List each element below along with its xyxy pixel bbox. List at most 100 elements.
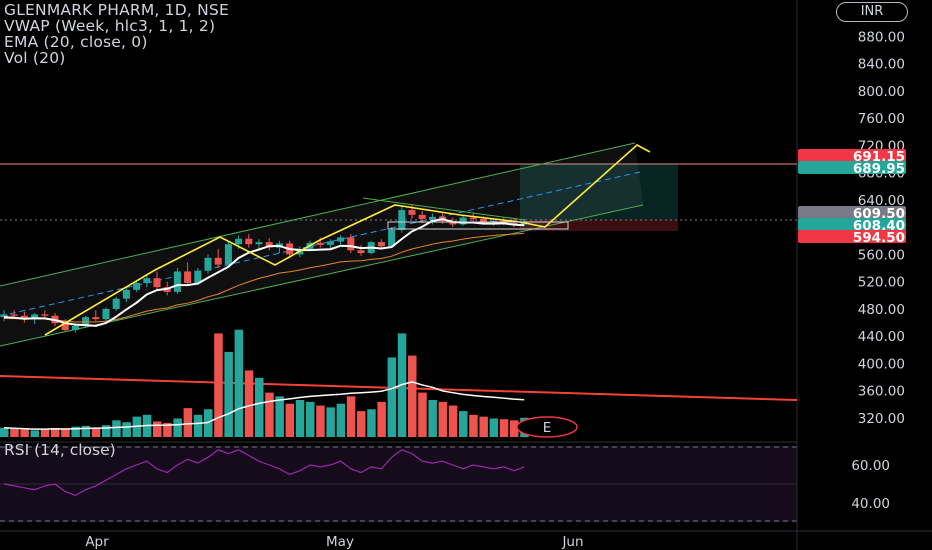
rsi-tick-label: 40.00 [851, 496, 890, 512]
price-tick-label: 800.00 [858, 84, 905, 100]
candle-body[interactable] [459, 217, 467, 225]
volume-bar [438, 401, 448, 437]
price-tick-label: 480.00 [858, 302, 905, 318]
volume-bar [163, 422, 172, 437]
candle-body[interactable] [357, 250, 365, 254]
triangle-upper[interactable] [362, 197, 526, 221]
candle-body[interactable] [347, 237, 355, 251]
candle-body[interactable] [326, 241, 334, 245]
volume-bar [40, 428, 50, 437]
symbol-title[interactable]: GLENMARK PHARM, 1D, NSE [4, 1, 229, 19]
candle-body[interactable] [418, 214, 426, 219]
candle-body[interactable] [112, 298, 120, 309]
candle-body[interactable] [184, 271, 192, 284]
volume-bar [377, 401, 386, 437]
volume-bar [51, 428, 60, 437]
volume-bar [255, 377, 264, 437]
volume-bar [510, 420, 519, 437]
pattern-drawing[interactable] [44, 144, 651, 336]
candle-body[interactable] [377, 242, 385, 247]
candle-body[interactable] [428, 216, 436, 219]
vwap-legend[interactable]: VWAP (Week, hlc3, 1, 1, 2) [4, 17, 216, 35]
candle-body[interactable] [245, 238, 253, 245]
volume-bar [367, 409, 376, 437]
price-tick-label: 840.00 [858, 57, 905, 73]
time-tick-label: Apr [85, 534, 109, 550]
candle-body[interactable] [122, 289, 130, 299]
earnings-letter: E [543, 420, 552, 436]
price-tick-label: 360.00 [858, 384, 905, 400]
earnings-marker[interactable] [516, 416, 578, 438]
candle-body[interactable] [265, 242, 273, 248]
candle-body[interactable] [133, 283, 141, 290]
long-position-stop[interactable] [520, 220, 678, 231]
volume-bar [489, 418, 499, 437]
price-tag-bg [798, 206, 906, 219]
volume-bar [326, 407, 335, 437]
price-tag-bg [798, 218, 906, 231]
candle-body[interactable] [214, 257, 222, 265]
ema-legend[interactable]: EMA (20, close, 0) [4, 33, 148, 51]
candle-body[interactable] [153, 278, 161, 288]
volume-bar [20, 429, 29, 437]
candle-body[interactable] [92, 317, 100, 320]
candle-body[interactable] [204, 257, 212, 271]
volume-bar [81, 425, 91, 437]
rsi-legend[interactable]: RSI (14, close) [4, 441, 116, 459]
consolidation-box[interactable] [387, 221, 569, 230]
candle-body[interactable] [41, 314, 49, 316]
candle-body[interactable] [316, 242, 324, 245]
volume-bar [153, 421, 162, 437]
long-position-target[interactable] [520, 164, 678, 220]
volume-bar [122, 422, 131, 437]
candle-body[interactable] [10, 314, 18, 316]
volume-bar [91, 427, 101, 437]
candle-body[interactable] [388, 229, 396, 247]
candle-body[interactable] [194, 270, 202, 284]
time-tick-label: May [326, 534, 354, 550]
candle-body[interactable] [173, 271, 181, 292]
volume-bar [469, 414, 478, 437]
channel-upper[interactable] [0, 142, 636, 287]
volume-bar [102, 425, 111, 437]
price-tick-label: 760.00 [858, 111, 905, 127]
volume-bar [428, 400, 437, 437]
candle-body[interactable] [143, 278, 151, 284]
candle-body[interactable] [255, 242, 263, 245]
candle-body[interactable] [20, 315, 28, 318]
candle-body[interactable] [235, 238, 243, 245]
candle-body[interactable] [408, 210, 416, 215]
volume-bar [0, 427, 9, 437]
vol-legend[interactable]: Vol (20) [4, 49, 66, 67]
volume-bar [316, 405, 325, 437]
candle-body[interactable] [0, 314, 8, 318]
candle-body[interactable] [71, 325, 79, 331]
candle-body[interactable] [469, 217, 477, 219]
candle-body[interactable] [61, 323, 69, 331]
rsi-axis[interactable]: 60.00 40.00 [851, 458, 890, 512]
volume-bar [173, 418, 182, 437]
volume-bar [265, 392, 274, 437]
ema-line [3, 232, 525, 323]
candle-body[interactable] [479, 218, 487, 223]
candle-body[interactable] [337, 237, 345, 242]
candle-body[interactable] [102, 308, 110, 320]
time-axis[interactable]: Apr May Jun [85, 534, 583, 550]
volume-bar [71, 426, 80, 437]
volume-bar [357, 411, 366, 437]
volume-bar [214, 333, 223, 437]
currency-button[interactable]: INR [836, 2, 908, 22]
candle-body[interactable] [398, 210, 406, 230]
price-tick-label: 320.00 [858, 411, 905, 427]
candle-body[interactable] [31, 314, 39, 318]
price-tick-label: 400.00 [858, 356, 905, 372]
volume-bar [10, 428, 19, 437]
volume-bar [408, 355, 417, 437]
rsi-line [3, 449, 525, 497]
chart-legend: GLENMARK PHARM, 1D, NSE VWAP (Week, hlc3… [4, 2, 229, 66]
volume-bar [275, 396, 284, 437]
volume-bar [418, 392, 427, 437]
volume-bar [224, 351, 233, 437]
candle-body[interactable] [224, 244, 232, 265]
